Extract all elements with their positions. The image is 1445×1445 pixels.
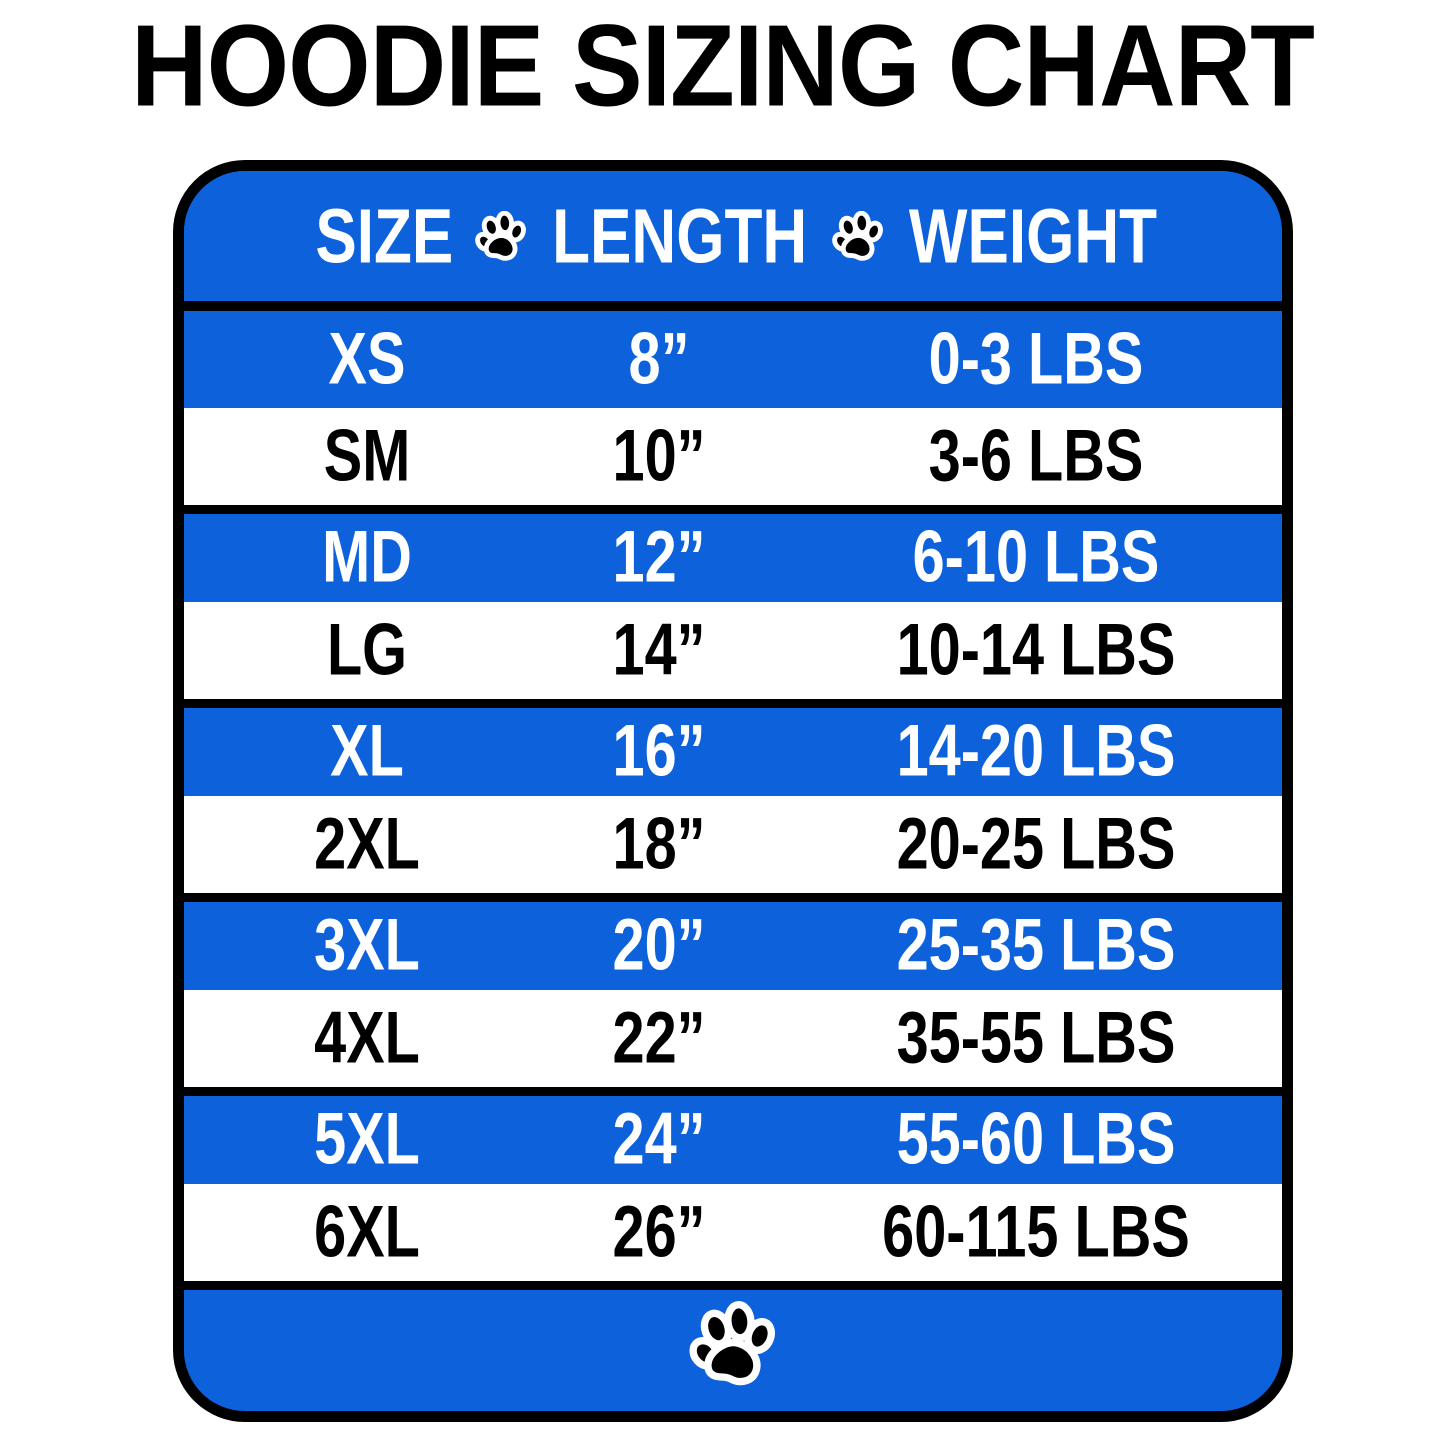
cell-length: 26” [612, 1191, 706, 1273]
table-row: 2XL 18” 20-25 LBS [184, 796, 1282, 893]
table-row: LG 14” 10-14 LBS [184, 602, 1282, 699]
cell-size: 3XL [314, 904, 420, 987]
cell-length: 14” [612, 609, 706, 691]
column-header-length: LENGTH [551, 193, 807, 279]
cell-size: XS [328, 318, 406, 400]
table-row: XS 8” 0-3 LBS [184, 311, 1282, 408]
cell-weight: 10-14 LBS [896, 609, 1176, 691]
cell-weight: 6-10 LBS [912, 516, 1160, 599]
cell-weight: 60-115 LBS [882, 1191, 1190, 1273]
cell-weight: 20-25 LBS [896, 803, 1176, 885]
cell-size: SM [323, 415, 411, 497]
cell-weight: 0-3 LBS [928, 318, 1144, 400]
cell-length: 12” [612, 516, 706, 599]
page-title: HOODIE SIZING CHART [131, 1, 1315, 132]
cell-size: LG [326, 609, 408, 691]
table-row: XL 16” 14-20 LBS [184, 699, 1282, 796]
cell-size: XL [330, 710, 404, 793]
table-row: MD 12” 6-10 LBS [184, 505, 1282, 602]
paw-print-icon [687, 1300, 779, 1393]
cell-length: 8” [628, 318, 690, 400]
cell-length: 10” [612, 415, 706, 497]
cell-length: 16” [612, 710, 706, 793]
cell-size: MD [322, 516, 412, 599]
cell-length: 20” [612, 904, 706, 987]
cell-weight: 55-60 LBS [896, 1098, 1176, 1181]
column-header-weight: WEIGHT [908, 193, 1158, 279]
sizing-table-card: SIZE LENGTH [173, 160, 1293, 1422]
cell-length: 24” [612, 1098, 706, 1181]
table-row: 3XL 20” 25-35 LBS [184, 893, 1282, 990]
paw-print-icon [474, 211, 528, 265]
cell-weight: 35-55 LBS [896, 997, 1176, 1079]
cell-weight: 3-6 LBS [928, 415, 1144, 497]
cell-size: 6XL [314, 1191, 420, 1273]
sizing-table: SIZE LENGTH [184, 171, 1282, 1411]
table-row: 5XL 24” 55-60 LBS [184, 1087, 1282, 1184]
table-row: SM 10” 3-6 LBS [184, 408, 1282, 505]
table-footer [184, 1281, 1282, 1403]
column-header-size: SIZE [315, 193, 454, 279]
cell-size: 4XL [314, 997, 420, 1079]
cell-weight: 14-20 LBS [896, 710, 1176, 793]
cell-weight: 25-35 LBS [896, 904, 1176, 987]
cell-length: 22” [612, 997, 706, 1079]
cell-size: 2XL [314, 803, 420, 885]
table-header-row: SIZE LENGTH [184, 171, 1282, 311]
table-row: 6XL 26” 60-115 LBS [184, 1184, 1282, 1281]
cell-length: 18” [612, 803, 706, 885]
cell-size: 5XL [314, 1098, 420, 1181]
paw-print-icon [831, 211, 885, 265]
table-row: 4XL 22” 35-55 LBS [184, 990, 1282, 1087]
